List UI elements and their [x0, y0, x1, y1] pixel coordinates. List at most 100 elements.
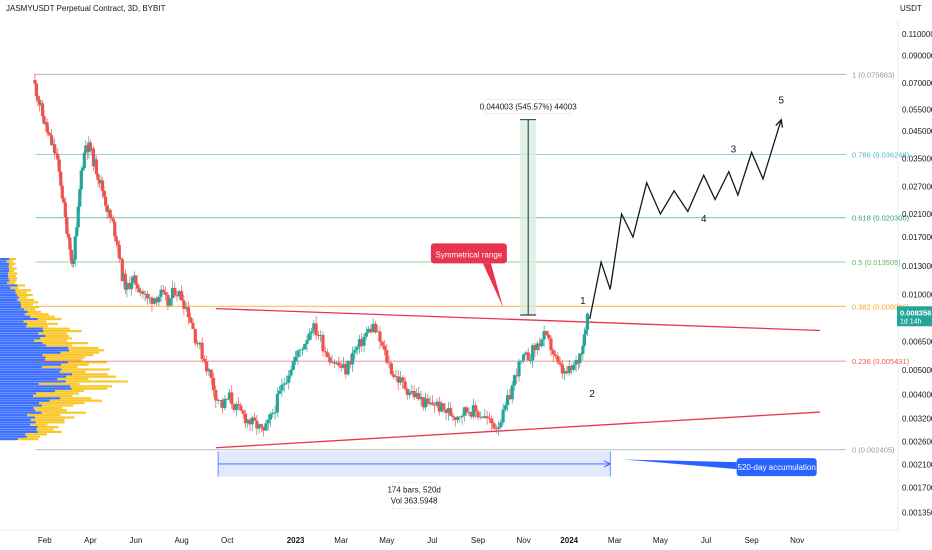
- candle-body: [433, 404, 437, 406]
- candle-body: [216, 399, 220, 401]
- candle-body: [499, 422, 503, 428]
- candle-body: [119, 258, 123, 260]
- candle-body: [535, 343, 539, 351]
- candle-body: [469, 411, 473, 417]
- volume-bar-sell: [45, 358, 82, 361]
- candle-body: [584, 329, 588, 335]
- x-tick-label: Jul: [701, 536, 711, 545]
- volume-bar-buy: [0, 435, 27, 438]
- x-tick-label: Apr: [84, 536, 97, 545]
- candle-body: [257, 424, 261, 429]
- candle-body: [321, 334, 325, 352]
- volume-bar-sell: [36, 428, 54, 431]
- candle-body: [414, 393, 419, 398]
- candle-body: [421, 397, 425, 408]
- candle-body: [157, 296, 161, 303]
- candle-body: [483, 416, 487, 418]
- current-price-countdown: 1d 14h: [900, 318, 922, 325]
- candle-body: [355, 346, 359, 350]
- candle-body: [186, 307, 191, 318]
- volume-bar-sell: [35, 409, 67, 412]
- volume-bar-buy: [0, 277, 9, 280]
- candle-body: [170, 287, 175, 299]
- candle-body: [389, 363, 393, 375]
- volume-bar-sell: [55, 390, 84, 393]
- candle-body: [373, 323, 377, 333]
- candle-body: [141, 291, 145, 294]
- candle-body: [275, 393, 279, 413]
- candle-body: [232, 404, 236, 410]
- candles[interactable]: [33, 73, 590, 437]
- candle-body: [294, 356, 298, 362]
- candle-body: [214, 390, 218, 401]
- candle-body: [569, 365, 574, 370]
- candle-body: [191, 322, 195, 329]
- volume-bar-buy: [0, 342, 43, 345]
- candle-body: [298, 349, 302, 351]
- fib-label: 0.5 (0.013509): [852, 258, 901, 267]
- candle-body: [227, 392, 232, 400]
- candle-body: [72, 259, 76, 264]
- volume-bar-sell: [9, 270, 15, 273]
- candle-body: [348, 361, 352, 365]
- candle-body: [335, 362, 339, 364]
- volume-bar-buy: [0, 296, 19, 299]
- candle-body: [262, 426, 266, 431]
- candle-body: [353, 349, 357, 353]
- volume-bar-sell: [17, 284, 25, 287]
- candle-body: [200, 342, 204, 359]
- candle-body: [59, 171, 63, 186]
- candle-body: [366, 328, 371, 333]
- candle-body: [104, 196, 108, 206]
- candle-body: [50, 135, 54, 146]
- volume-bar-sell: [20, 301, 39, 304]
- candle-body: [405, 388, 409, 395]
- candle-body: [291, 361, 295, 370]
- candle-body: [66, 233, 70, 238]
- candle-body: [392, 374, 396, 377]
- volume-bar-buy: [0, 392, 37, 395]
- volume-bar-buy: [0, 387, 72, 390]
- measure-label: 0.044003 (545.57%) 44003: [480, 103, 578, 112]
- candle-body: [323, 351, 327, 353]
- candle-body: [148, 297, 152, 299]
- candle-body: [278, 390, 282, 394]
- volume-bar-buy: [0, 334, 46, 337]
- candle-body: [585, 313, 590, 330]
- candle-body: [102, 191, 106, 197]
- volume-bar-sell: [41, 404, 74, 407]
- candle-body: [453, 417, 457, 421]
- candle-body: [506, 395, 510, 406]
- volume-bar-buy: [0, 402, 40, 405]
- candle-body: [528, 360, 533, 362]
- candle-body: [567, 365, 571, 374]
- current-price-tag: [897, 306, 932, 327]
- candle-body: [517, 361, 521, 377]
- volume-bar-sell: [69, 349, 105, 352]
- candle-body: [325, 352, 330, 358]
- volume-bar-sell: [18, 296, 28, 299]
- volume-bar-buy: [0, 363, 62, 366]
- volume-bar-buy: [0, 394, 34, 397]
- volume-bar-buy: [0, 260, 7, 263]
- volume-bar-sell: [37, 430, 62, 433]
- volume-bar-sell: [42, 327, 70, 330]
- candle-body: [138, 291, 143, 293]
- fib-label: 1 (0.075863): [852, 70, 895, 79]
- volume-bar-buy: [0, 346, 69, 349]
- candle-body: [485, 416, 489, 419]
- volume-bar-sell: [37, 318, 62, 321]
- candle-body: [385, 350, 389, 363]
- volume-bar-sell: [21, 306, 40, 309]
- candle-body: [341, 363, 346, 368]
- candle-body: [100, 180, 105, 192]
- volume-bar-sell: [8, 265, 13, 268]
- fib-label: 0.618 (0.020300): [852, 214, 910, 223]
- volume-bar-sell: [9, 267, 17, 270]
- candle-body: [303, 344, 307, 350]
